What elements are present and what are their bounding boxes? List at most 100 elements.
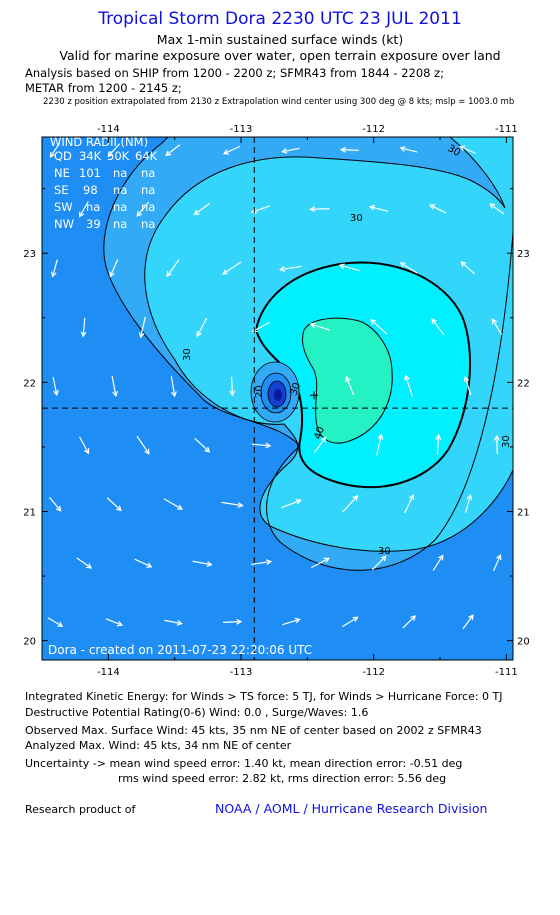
lon-tick-label-bottom: -111 [495,667,518,678]
wind-vector [404,493,415,514]
wind-vector-head [136,210,143,217]
wind-vector [251,559,273,566]
lon-tick-label-top: -114 [97,124,120,135]
wind-vector-shaft [402,615,416,629]
wind-vector [106,497,122,512]
analysis-position-note: 2230 z position extrapolated from 2130 z… [43,97,515,107]
wind-vector-shaft [310,323,330,331]
wind-vector-shaft [370,319,388,335]
wind-vector-shaft [109,259,119,277]
wind-vector [278,265,302,272]
wind-vector [370,318,388,335]
wind-vector-shaft [369,206,389,212]
wind-vector-shaft [105,618,123,626]
lat-tick-label-right: 21 [517,507,530,518]
wind-vector-shaft [464,495,472,513]
wind-vector-head [53,389,59,397]
wind-vector-shaft [313,436,327,454]
axis-ticks [41,137,513,660]
wind-vector [111,376,118,398]
wind-vector [311,557,330,569]
wind-vector [428,204,447,214]
wind-vector-shaft [311,557,329,569]
wind-vector-shaft [194,437,210,453]
map-frame [41,136,514,661]
wind-vector [404,374,413,397]
wind-vector-head [468,614,474,621]
wind-vector [309,322,330,331]
wind-radii-se-34k: 98 [83,183,98,197]
wind-vector [134,558,153,568]
wind-vector [432,554,444,571]
wind-vector-head [193,209,200,216]
wind-vector [192,560,213,567]
wind-vector-shaft [170,375,176,397]
wind-vector [340,146,359,153]
wind-vector-head [237,502,244,508]
wind-vector-head [496,553,502,561]
wind-vector-head [295,499,302,505]
wind-vector-shaft [280,265,302,271]
wind-radii-sw-50k: na [113,200,127,214]
wind-vector-head [408,493,415,501]
wind-vector-shaft [79,201,89,217]
wind-radii-ne-qd: NE [54,166,70,180]
wind-vector-head [338,263,345,270]
wind-vector [165,144,181,156]
wind-vector-shaft [163,498,183,510]
contour-label-30-bottom: 30 [378,546,391,557]
wind-vector-head [352,616,359,622]
contour-line-34kt [254,261,471,489]
wind-vector-head [86,563,93,569]
wind-vector-head [265,559,273,566]
wind-vector-head [176,620,183,626]
wind-vector [170,375,177,398]
wind-radii-head-34k: 34K [79,149,102,163]
wind-vector [222,145,241,155]
wind-vector [196,317,208,338]
wind-vector-head [352,494,359,501]
wind-vector-head [50,271,57,278]
wind-vector-head [368,204,376,211]
wind-vector [105,618,124,627]
contour-label-40: 40 [312,425,327,441]
wind-vector [376,433,384,456]
wind-vector-head [459,145,466,151]
wind-vector-shaft [230,376,234,396]
wind-vector [368,204,389,212]
wind-vector-head [116,620,124,627]
wind-vector-shaft [76,557,92,569]
wind-vector-head [489,203,496,209]
lat-tick-label-left: 21 [23,507,36,518]
wind-vector-shaft [405,375,413,397]
wind-vector-shaft [52,259,58,277]
wind-vector [194,437,211,453]
wind-vector [431,318,445,336]
analysis-metar: METAR from 1200 - 2145 z; [25,81,182,95]
contour-label-30-left: 30 [182,348,193,361]
ike-text: Integrated Kinetic Energy: for Winds > T… [25,690,503,703]
wind-vector-shaft [339,264,361,272]
wind-vector-head [345,375,351,383]
wind-vector-head [138,332,145,339]
wind-vector-shaft [221,501,243,507]
analysis-sources: Analysis based on SHIP from 1200 - 2200 … [25,66,445,80]
wind-vector [50,259,58,278]
wind-vector [164,619,183,626]
observed-max-wind: Observed Max. Surface Wind: 45 kts, 35 n… [25,724,482,737]
wind-vector [47,617,64,627]
wind-vector-shaft [82,317,86,337]
wind-vector-head [399,262,406,268]
wind-vector [459,145,476,154]
wind-vector [193,202,210,216]
lon-tick-label-top: -112 [362,124,385,135]
max-wind-marker [309,391,318,400]
contour-line-30kt [144,137,513,552]
wind-vector-shaft [252,321,270,333]
wind-radii-nw-64k: na [141,217,155,231]
wind-vector [80,317,87,338]
wind-vector-shaft [462,614,474,630]
wind-vector-head [377,433,384,440]
uncertainty-rms: rms wind speed error: 2.82 kt, rms direc… [118,772,447,785]
wind-vector-shaft [251,443,271,447]
